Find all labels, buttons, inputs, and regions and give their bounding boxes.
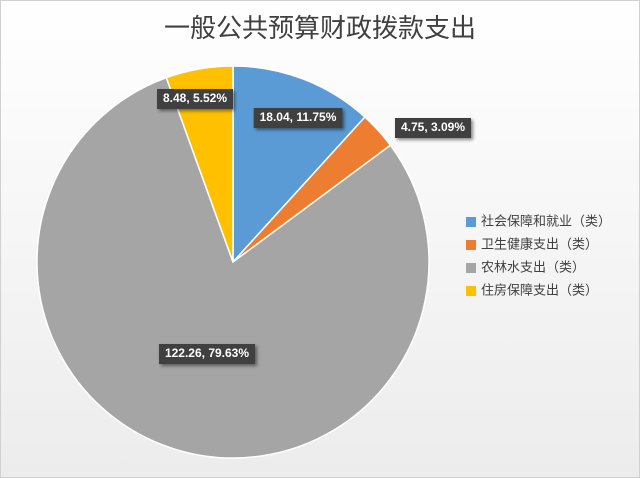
data-label-text: 8.48, 5.52% — [163, 91, 227, 105]
data-label: 122.26, 79.63% — [158, 344, 256, 364]
data-label: 18.04, 11.75% — [253, 108, 343, 128]
chart-title: 一般公共预算财政拨款支出 — [164, 13, 476, 43]
data-label-box — [158, 344, 256, 364]
data-label-text: 18.04, 11.75% — [260, 110, 337, 124]
legend-swatch — [466, 217, 476, 227]
legend-swatch — [466, 263, 476, 273]
data-label-text: 4.75, 3.09% — [401, 120, 465, 134]
data-label-box — [394, 118, 472, 138]
data-label-text: 122.26, 79.63% — [165, 346, 249, 360]
legend-label: 农林水支出（类） — [481, 259, 585, 274]
legend-label: 卫生健康支出（类） — [481, 236, 598, 251]
data-label-box — [253, 108, 343, 128]
data-label-box — [156, 89, 234, 109]
legend-label: 住房保障支出（类） — [481, 282, 598, 297]
pie-slice — [165, 65, 234, 263]
data-label: 8.48, 5.52% — [156, 89, 234, 109]
legend-swatch — [466, 286, 476, 296]
legend-label: 社会保障和就业（类） — [481, 213, 611, 228]
pie-slice — [36, 76, 430, 459]
legend-swatch — [466, 240, 476, 250]
data-label: 4.75, 3.09% — [394, 118, 472, 138]
